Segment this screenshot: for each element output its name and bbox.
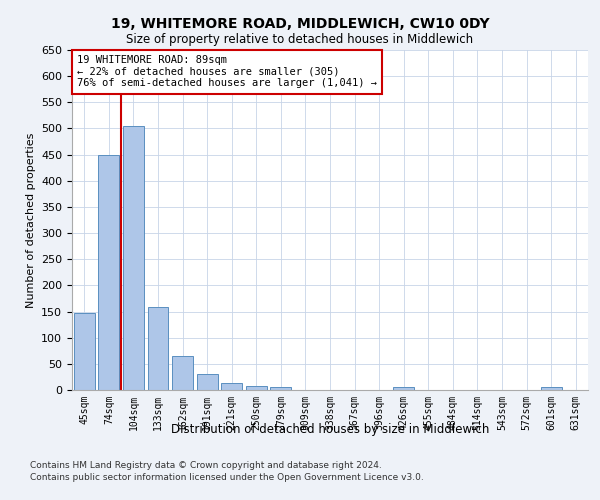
Bar bbox=[148, 308, 169, 390]
Bar bbox=[246, 386, 267, 390]
Text: Distribution of detached houses by size in Middlewich: Distribution of detached houses by size … bbox=[171, 422, 489, 436]
Bar bbox=[541, 388, 562, 390]
Bar bbox=[172, 356, 193, 390]
Bar bbox=[74, 313, 95, 390]
Bar bbox=[123, 126, 144, 390]
Text: Contains public sector information licensed under the Open Government Licence v3: Contains public sector information licen… bbox=[30, 473, 424, 482]
Bar bbox=[197, 374, 218, 390]
Text: Size of property relative to detached houses in Middlewich: Size of property relative to detached ho… bbox=[127, 32, 473, 46]
Y-axis label: Number of detached properties: Number of detached properties bbox=[26, 132, 35, 308]
Text: Contains HM Land Registry data © Crown copyright and database right 2024.: Contains HM Land Registry data © Crown c… bbox=[30, 460, 382, 469]
Bar bbox=[271, 388, 292, 390]
Bar bbox=[393, 388, 414, 390]
Bar bbox=[221, 383, 242, 390]
Text: 19, WHITEMORE ROAD, MIDDLEWICH, CW10 0DY: 19, WHITEMORE ROAD, MIDDLEWICH, CW10 0DY bbox=[110, 18, 490, 32]
Text: 19 WHITEMORE ROAD: 89sqm
← 22% of detached houses are smaller (305)
76% of semi-: 19 WHITEMORE ROAD: 89sqm ← 22% of detach… bbox=[77, 55, 377, 88]
Bar bbox=[98, 154, 119, 390]
